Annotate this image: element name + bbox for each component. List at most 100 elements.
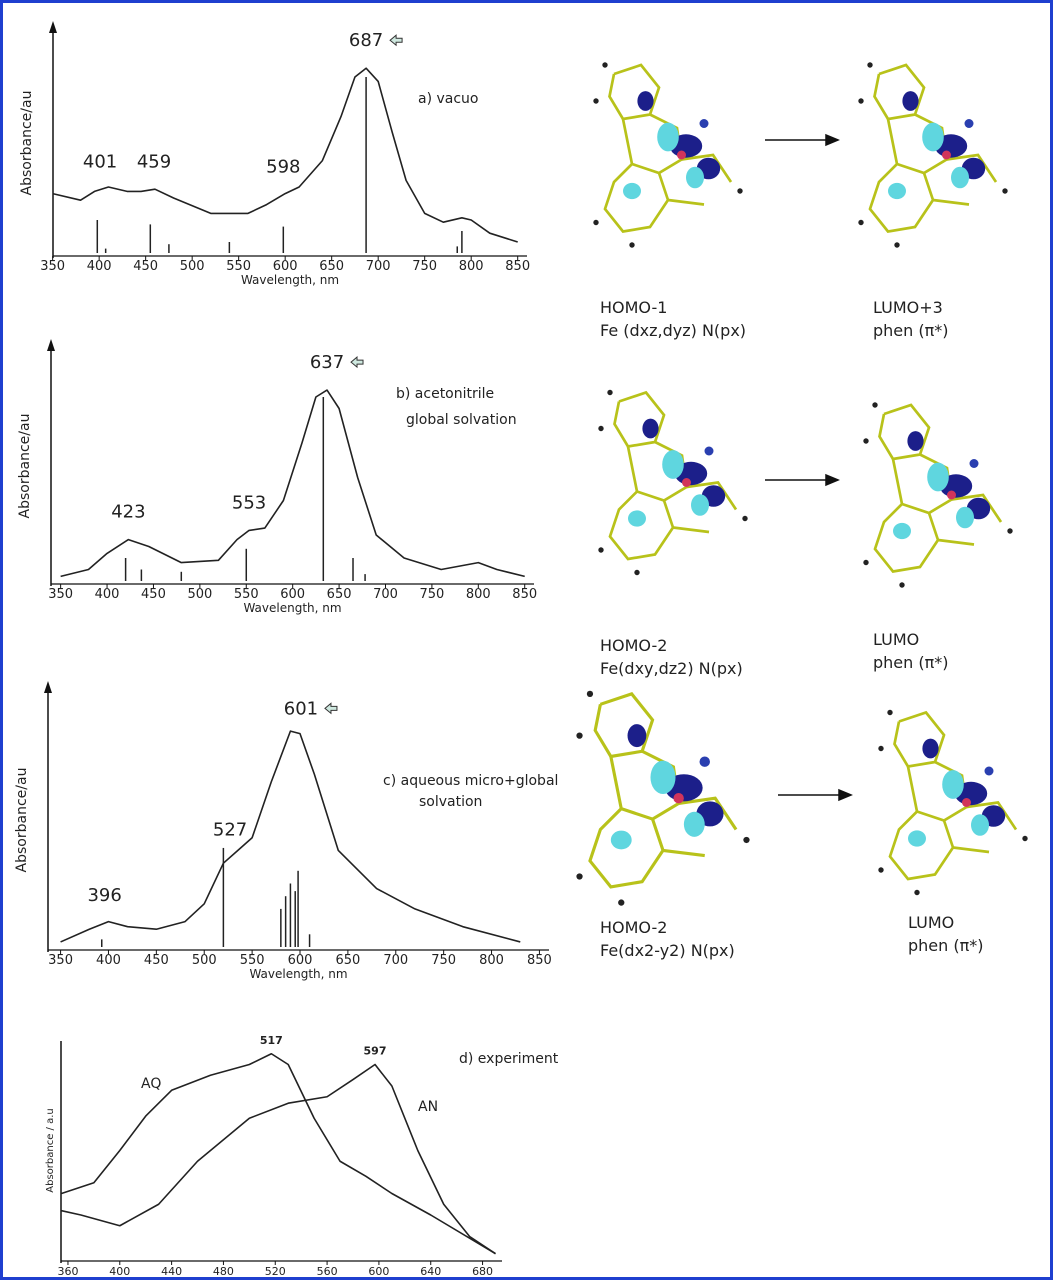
x-tick-label: 750 bbox=[419, 587, 444, 602]
x-tick-label: 450 bbox=[144, 953, 169, 968]
annotation: d) experiment bbox=[459, 1051, 559, 1067]
x-tick-label: 500 bbox=[180, 259, 205, 274]
y-axis-arrow bbox=[44, 681, 52, 693]
x-tick-label: 360 bbox=[57, 1265, 78, 1277]
orbital-label: HOMO-1 bbox=[600, 298, 667, 317]
peak-label: 687 bbox=[349, 30, 383, 51]
x-tick-label: 700 bbox=[373, 587, 398, 602]
peak-label: 517 bbox=[260, 1034, 283, 1047]
chart: 350 400 450 500 550 600 650 700 750 800 850 Wavelen… bbox=[3, 3, 1050, 1277]
x-tick-label: 650 bbox=[335, 953, 360, 968]
orbital-description: Fe(dx2-y2) N(px) bbox=[600, 941, 735, 960]
x-tick-label: 450 bbox=[133, 259, 158, 274]
orbital-homo2-aq bbox=[576, 691, 749, 906]
spectrum-line bbox=[61, 1065, 495, 1254]
x-tick-label: 350 bbox=[48, 953, 73, 968]
annotation: solvation bbox=[419, 794, 482, 810]
x-tick-label: 600 bbox=[280, 587, 305, 602]
orbital-description: Fe(dxy,dz2) N(px) bbox=[600, 659, 743, 678]
orbital-lumo bbox=[863, 402, 1012, 587]
y-axis-label: Absorbance/au bbox=[17, 414, 33, 519]
peak-label: 637 bbox=[310, 352, 344, 373]
orbital-description: phen (π*) bbox=[873, 653, 948, 672]
x-tick-label: 500 bbox=[192, 953, 217, 968]
peak-marker bbox=[390, 35, 402, 45]
x-tick-label: 400 bbox=[109, 1265, 130, 1277]
series-label: AN bbox=[418, 1099, 438, 1115]
x-tick-label: 400 bbox=[95, 587, 120, 602]
orbital-label: HOMO-2 bbox=[600, 636, 667, 655]
peak-label: 396 bbox=[87, 885, 121, 906]
x-tick-label: 550 bbox=[240, 953, 265, 968]
arrows bbox=[765, 135, 851, 800]
orbital-label: HOMO-2 bbox=[600, 918, 667, 937]
x-tick-label: 480 bbox=[213, 1265, 234, 1277]
orbital-label: LUMO+3 bbox=[873, 298, 943, 317]
x-tick-label: 440 bbox=[161, 1265, 182, 1277]
x-tick-label: 650 bbox=[327, 587, 352, 602]
annotation: b) acetonitrile bbox=[396, 386, 494, 402]
orbital-homo2 bbox=[598, 390, 747, 575]
x-axis-label: Wavelength, nm bbox=[249, 967, 347, 981]
spectrum-line bbox=[61, 1054, 495, 1254]
x-axis-label: Wavelength, nm bbox=[243, 601, 341, 615]
orbital-description: phen (π*) bbox=[873, 321, 948, 340]
peak-label: 401 bbox=[83, 152, 117, 173]
panel: 360400440480520560600640680Wavelenght / … bbox=[45, 1034, 559, 1277]
x-tick-label: 400 bbox=[96, 953, 121, 968]
x-tick-label: 550 bbox=[226, 259, 251, 274]
orbital-homo1 bbox=[593, 62, 742, 247]
peak-label: 459 bbox=[137, 151, 171, 172]
x-tick-label: 450 bbox=[141, 587, 166, 602]
x-tick-label: 600 bbox=[273, 259, 298, 274]
x-tick-label: 800 bbox=[479, 953, 504, 968]
y-axis-arrow bbox=[47, 339, 55, 351]
x-tick-label: 640 bbox=[420, 1265, 441, 1277]
figure: 350 400 450 500 550 600 650 700 750 800 850 Wavelen… bbox=[0, 0, 1053, 1280]
orbital-description: Fe (dxz,dyz) N(px) bbox=[600, 321, 746, 340]
orbital-label: LUMO bbox=[908, 913, 954, 932]
x-tick-label: 850 bbox=[527, 953, 552, 968]
x-tick-label: 700 bbox=[383, 953, 408, 968]
x-tick-label: 520 bbox=[265, 1265, 286, 1277]
orbital-lumo-aq bbox=[878, 710, 1027, 895]
x-tick-label: 750 bbox=[412, 259, 437, 274]
x-tick-label: 500 bbox=[187, 587, 212, 602]
peak-label: 423 bbox=[111, 502, 145, 523]
y-axis-label: Absorbance/au bbox=[14, 768, 30, 873]
peak-marker bbox=[325, 703, 337, 713]
x-tick-label: 850 bbox=[505, 259, 530, 274]
series-label: AQ bbox=[141, 1076, 161, 1092]
x-tick-label: 600 bbox=[288, 953, 313, 968]
orbital-lumo3 bbox=[858, 62, 1007, 247]
x-tick-label: 550 bbox=[234, 587, 259, 602]
annotation: global solvation bbox=[406, 412, 517, 428]
x-tick-label: 750 bbox=[431, 953, 456, 968]
orbital-label: LUMO bbox=[873, 630, 919, 649]
x-tick-label: 350 bbox=[40, 259, 65, 274]
peak-label: 527 bbox=[213, 819, 247, 840]
y-axis-label: Absorbance/au bbox=[19, 91, 35, 196]
annotation: a) vacuo bbox=[418, 91, 479, 107]
x-tick-label: 800 bbox=[459, 259, 484, 274]
peak-label: 553 bbox=[232, 492, 266, 513]
peak-marker bbox=[351, 357, 363, 367]
peak-label: 601 bbox=[284, 698, 318, 719]
orbital-description: phen (π*) bbox=[908, 936, 983, 955]
x-tick-label: 680 bbox=[472, 1265, 493, 1277]
x-tick-label: 700 bbox=[366, 259, 391, 274]
x-tick-label: 800 bbox=[466, 587, 491, 602]
annotation: c) aqueous micro+global bbox=[383, 773, 558, 789]
x-tick-label: 560 bbox=[317, 1265, 338, 1277]
x-axis-label: Wavelength, nm bbox=[241, 273, 339, 287]
peak-label: 598 bbox=[266, 157, 300, 178]
y-axis-label: Absorbance / a.u bbox=[45, 1108, 56, 1192]
y-axis-arrow bbox=[49, 21, 57, 33]
x-tick-label: 350 bbox=[48, 587, 73, 602]
peak-label: 597 bbox=[364, 1045, 387, 1058]
x-tick-label: 600 bbox=[368, 1265, 389, 1277]
panel: 350 400 450 500 550 600 650 700 750 800 850 Wavelen… bbox=[14, 681, 558, 981]
x-tick-label: 400 bbox=[87, 259, 112, 274]
